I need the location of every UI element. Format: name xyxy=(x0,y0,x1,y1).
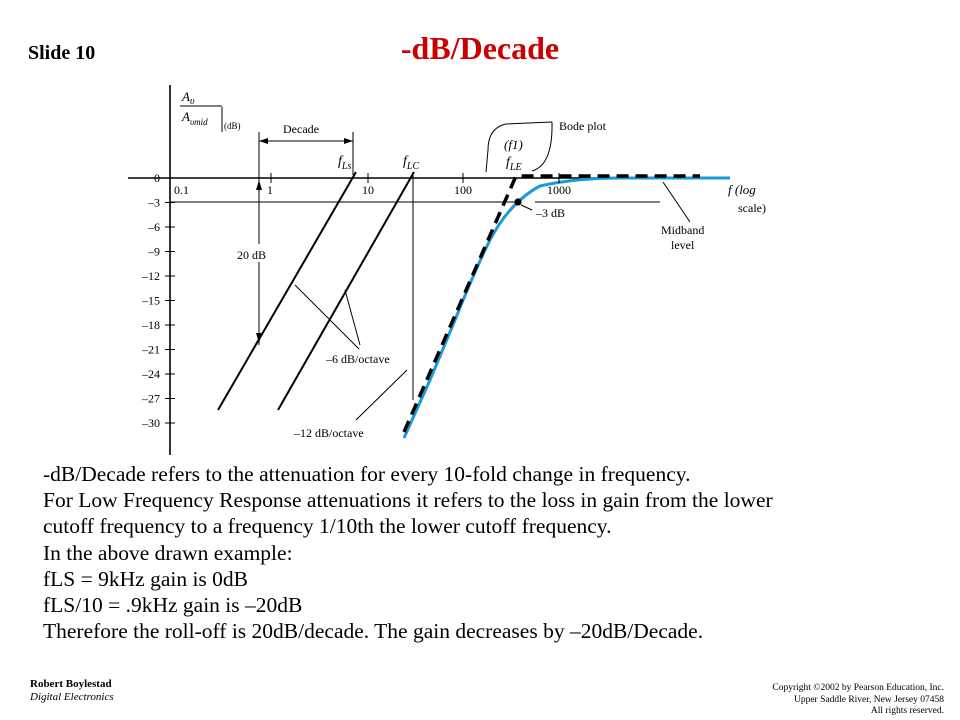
footer-credits: Robert Boylestad Digital Electronics xyxy=(30,678,114,704)
slope-line-fls xyxy=(217,171,357,411)
y-tick-label: –21 xyxy=(141,343,160,357)
slide-number: Slide 10 xyxy=(28,42,96,64)
bode-plot-label: Bode plot xyxy=(559,119,607,133)
footer-copyright: Copyright ©2002 by Pearson Education, In… xyxy=(772,683,944,718)
minus3db-point xyxy=(514,198,522,206)
copyright-line: All rights reserved. xyxy=(870,706,944,716)
y-tick-label: –6 xyxy=(147,220,160,234)
footer-author: Robert Boylestad xyxy=(30,678,112,690)
flc-label: fLC xyxy=(403,154,419,172)
body-line: cutoff frequency to a frequency 1/10th t… xyxy=(43,514,612,539)
minus3db-label: –3 dB xyxy=(535,206,565,220)
twenty-db-arrow-top xyxy=(256,180,262,190)
slope12-label: –12 dB/octave xyxy=(293,426,364,440)
leader-6db-a xyxy=(294,284,361,351)
y-axis-label-unit: (dB) xyxy=(224,121,241,131)
copyright-line: Upper Saddle River, New Jersey 07458 xyxy=(793,694,944,705)
y-tick-group: 0 –3 –6 –9 –12 –15 –18 –21 –24 –27 –30 xyxy=(141,171,175,430)
y-tick-label: –12 xyxy=(141,269,160,283)
midband-label-2: level xyxy=(671,238,695,252)
x-tick-label: 10 xyxy=(362,183,374,197)
body-line: -dB/Decade refers to the attenuation for… xyxy=(43,462,691,486)
x-axis-label-main: f (log xyxy=(728,182,756,197)
y-tick-label: –24 xyxy=(141,367,160,381)
y-tick-label: –3 xyxy=(147,196,160,210)
decade-arrow-right xyxy=(344,138,353,144)
x-tick-label: 1000 xyxy=(547,183,571,197)
y-tick-label: –27 xyxy=(141,392,160,406)
x-tick-label: 1 xyxy=(267,183,273,197)
x-tick-label: 0.1 xyxy=(174,183,189,197)
y-tick-label: 0 xyxy=(154,171,160,185)
body-line: fLS/10 = .9kHz gain is –20dB xyxy=(43,593,303,618)
y-tick-label: –18 xyxy=(141,318,160,332)
decade-arrow-left xyxy=(259,138,268,144)
midband-label-1: Midband xyxy=(661,223,704,237)
footer-course: Digital Electronics xyxy=(30,691,114,703)
body-text: -dB/Decade refers to the attenuation for… xyxy=(43,461,933,644)
leader-12db xyxy=(355,369,408,421)
frequency-response-diagram: 0 –3 –6 –9 –12 –15 –18 –21 –24 –27 –30 0.1 1 10 100 10… xyxy=(128,85,766,455)
midband-leader xyxy=(662,181,691,223)
x-tick-group: 0.1 1 10 100 1000 xyxy=(174,173,571,197)
body-line: In the above drawn example: xyxy=(43,540,293,565)
y-tick-label: –15 xyxy=(141,294,160,308)
slope6-label: –6 dB/octave xyxy=(325,352,390,366)
fle-label: fLE xyxy=(506,155,522,173)
body-line: fLS = 9kHz gain is 0dB xyxy=(43,566,249,591)
minus3db-leader xyxy=(520,204,533,211)
slope-line-flc xyxy=(277,171,415,411)
fls-label: fLs xyxy=(338,154,351,172)
body-line: Therefore the roll-off is 20dB/decade. T… xyxy=(43,619,704,644)
bode-plot-callout xyxy=(485,121,553,173)
y-tick-label: –30 xyxy=(141,416,160,430)
y-tick-label: –9 xyxy=(147,245,160,259)
f1-label: (f1) xyxy=(504,137,523,152)
x-axis-label-sub: scale) xyxy=(738,201,766,215)
y-axis-label-top: Aυ xyxy=(181,89,195,107)
bode-plot-asymptote xyxy=(402,174,700,433)
actual-response-curve xyxy=(402,176,730,439)
y-axis-label-bottom: Aυmid xyxy=(181,109,208,127)
leader-6db-b xyxy=(344,289,361,346)
decade-label: Decade xyxy=(283,122,319,136)
body-line: For Low Frequency Response attenuations … xyxy=(43,488,773,513)
copyright-line: Copyright ©2002 by Pearson Education, In… xyxy=(772,683,944,693)
x-tick-label: 100 xyxy=(454,183,472,197)
slide-title: -dB/Decade xyxy=(400,30,560,66)
twenty-db-label: 20 dB xyxy=(237,248,266,262)
